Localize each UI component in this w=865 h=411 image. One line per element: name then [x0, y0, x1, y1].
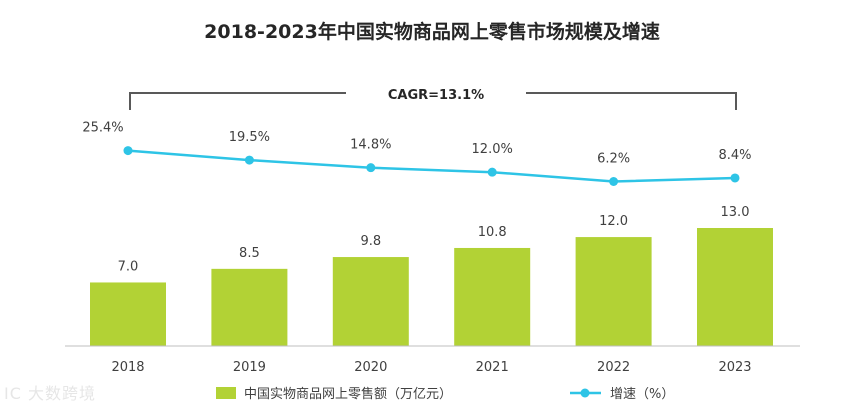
x-tick-2021: 2021 — [476, 360, 509, 375]
bar-2022 — [575, 237, 652, 346]
bar-2020 — [332, 257, 409, 346]
bar-2021 — [454, 247, 531, 346]
cagr-bracket-right — [526, 92, 737, 110]
legend-bar-swatch — [216, 387, 236, 399]
bar-value-label-2020: 9.8 — [360, 234, 381, 249]
bar-value-label-2019: 8.5 — [239, 246, 260, 261]
bar-2023 — [697, 228, 773, 346]
bars-layer: 7.0 8.5 9.8 10.8 12.0 13.0 — [90, 205, 773, 346]
growth-value-label-2023: 8.4% — [718, 148, 751, 163]
legend-line-marker — [580, 388, 590, 398]
growth-value-label-2019: 19.5% — [229, 130, 270, 145]
cagr-label: CAGR=13.1% — [388, 88, 484, 103]
growth-point-2018 — [123, 146, 133, 156]
legend-bar-label: 中国实物商品网上零售额（万亿元） — [244, 386, 452, 402]
growth-point-2023 — [730, 173, 740, 183]
growth-value-label-2020: 14.8% — [350, 138, 391, 153]
x-tick-2018: 2018 — [111, 360, 144, 375]
legend-line-label: 增速（%） — [610, 387, 674, 402]
growth-value-label-2018: 25.4% — [82, 121, 123, 136]
bar-2019 — [211, 268, 288, 346]
cagr-bracket-left — [129, 92, 346, 110]
x-tick-2022: 2022 — [597, 360, 630, 375]
growth-value-label-2022: 6.2% — [597, 152, 630, 167]
growth-point-2019 — [244, 155, 254, 165]
bar-2018 — [90, 282, 166, 346]
x-axis-ticks: 2018 2019 2020 2021 2022 2023 — [111, 360, 751, 375]
growth-point-2020 — [366, 163, 376, 173]
x-tick-2019: 2019 — [233, 360, 266, 375]
growth-point-2021 — [487, 167, 497, 177]
cagr-bracket: CAGR=13.1% — [129, 88, 737, 110]
growth-line-layer: 25.4% 19.5% 14.8% 12.0% 6.2% 8.4% — [82, 121, 752, 186]
bar-value-label-2022: 12.0 — [599, 214, 628, 229]
growth-point-2022 — [609, 177, 619, 186]
x-tick-2023: 2023 — [718, 360, 751, 375]
chart-title: 2018-2023年中国实物商品网上零售市场规模及增速 — [204, 20, 660, 43]
growth-line — [127, 149, 736, 183]
legend: 中国实物商品网上零售额（万亿元） 增速（%） — [216, 386, 674, 402]
bar-value-label-2018: 7.0 — [118, 259, 139, 274]
x-tick-2020: 2020 — [354, 360, 387, 375]
watermark: IC 大数跨境 — [4, 384, 96, 403]
growth-value-label-2021: 12.0% — [472, 142, 513, 157]
bar-value-label-2023: 13.0 — [721, 205, 750, 220]
bar-value-label-2021: 10.8 — [478, 225, 507, 240]
